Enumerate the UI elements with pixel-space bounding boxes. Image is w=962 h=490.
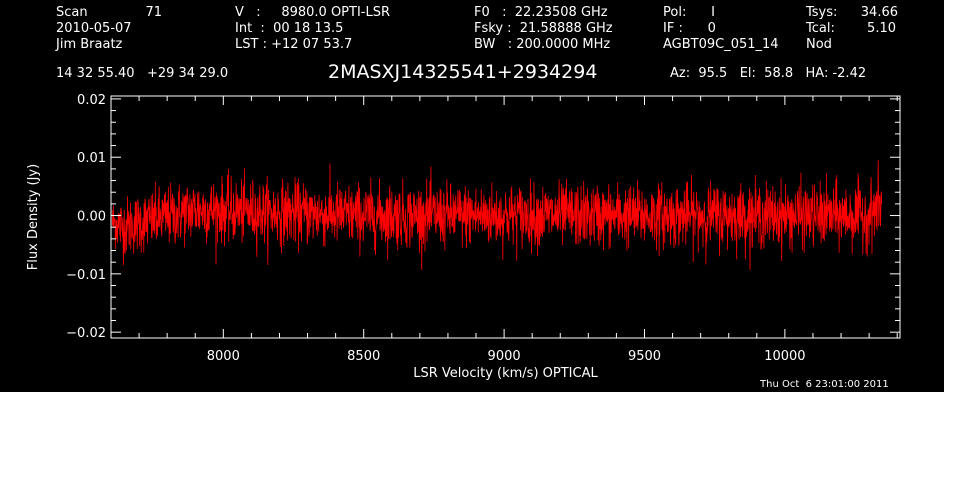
x-tick-label: 9000 (488, 349, 521, 364)
scan-number: 71 (145, 5, 162, 20)
spectrum-chart: 8000 8500 9000 9500 10000 −0.02 −0.01 0.00 0.01 0… (26, 93, 901, 381)
series-line (112, 160, 883, 270)
project-id: AGBT09C_051_14 (663, 37, 779, 52)
integration-time: Int : 00 18 13.5 (235, 21, 344, 36)
lst-info: LST : +12 07 53.7 (235, 37, 353, 52)
source-coordinates: 14 32 55.40 +29 34 29.0 (56, 66, 229, 81)
rest-frequency: F0 : 22.23508 GHz (474, 5, 608, 20)
tcal-value: 5.10 (867, 21, 896, 36)
x-tick-label: 8000 (207, 349, 240, 364)
x-tick-label: 10000 (764, 349, 805, 364)
y-tick-label: 0.02 (77, 93, 106, 108)
bandwidth: BW : 200.0000 MHz (474, 37, 611, 52)
y-tick-label: 0.01 (77, 151, 106, 166)
axes-layer: 8000 8500 9000 9500 10000 −0.02 −0.01 0.00 0.01 0… (66, 93, 900, 364)
pointing-info: Az: 95.5 El: 58.8 HA: -2.42 (670, 66, 867, 81)
source-name: 2MASXJ14325541+2934294 (328, 61, 598, 83)
x-tick-label: 8500 (347, 349, 380, 364)
y-tick-label: −0.01 (66, 268, 106, 283)
if-number: IF : 0 (663, 21, 716, 36)
tsys-value: 34.66 (860, 5, 898, 20)
y-axis-label: Flux Density (Jy) (26, 164, 41, 270)
velocity-info: V : 8980.0 OPTI-LSR (235, 5, 391, 20)
sky-frequency: Fsky : 21.58888 GHz (474, 21, 613, 36)
plot-panel: Scan 71 2010-05-07 Jim Braatz V : 8980.0… (0, 0, 944, 392)
observer-name: Jim Braatz (56, 37, 123, 52)
series-layer (112, 160, 883, 270)
x-tick-label: 9500 (628, 349, 661, 364)
observation-date: 2010-05-07 (56, 21, 132, 36)
y-tick-label: −0.02 (66, 326, 106, 341)
plot-frame (110, 95, 901, 339)
tsys-label: Tsys: (806, 5, 838, 20)
scan-label: Scan (56, 5, 88, 20)
polarization: Pol: I (663, 5, 715, 20)
observing-mode: Nod (806, 37, 832, 52)
y-tick-label: 0.00 (77, 210, 106, 225)
x-axis-label: LSR Velocity (km/s) OPTICAL (413, 366, 598, 381)
timestamp: Thu Oct 6 23:01:00 2011 (760, 379, 889, 390)
tcal-label: Tcal: (806, 21, 835, 36)
